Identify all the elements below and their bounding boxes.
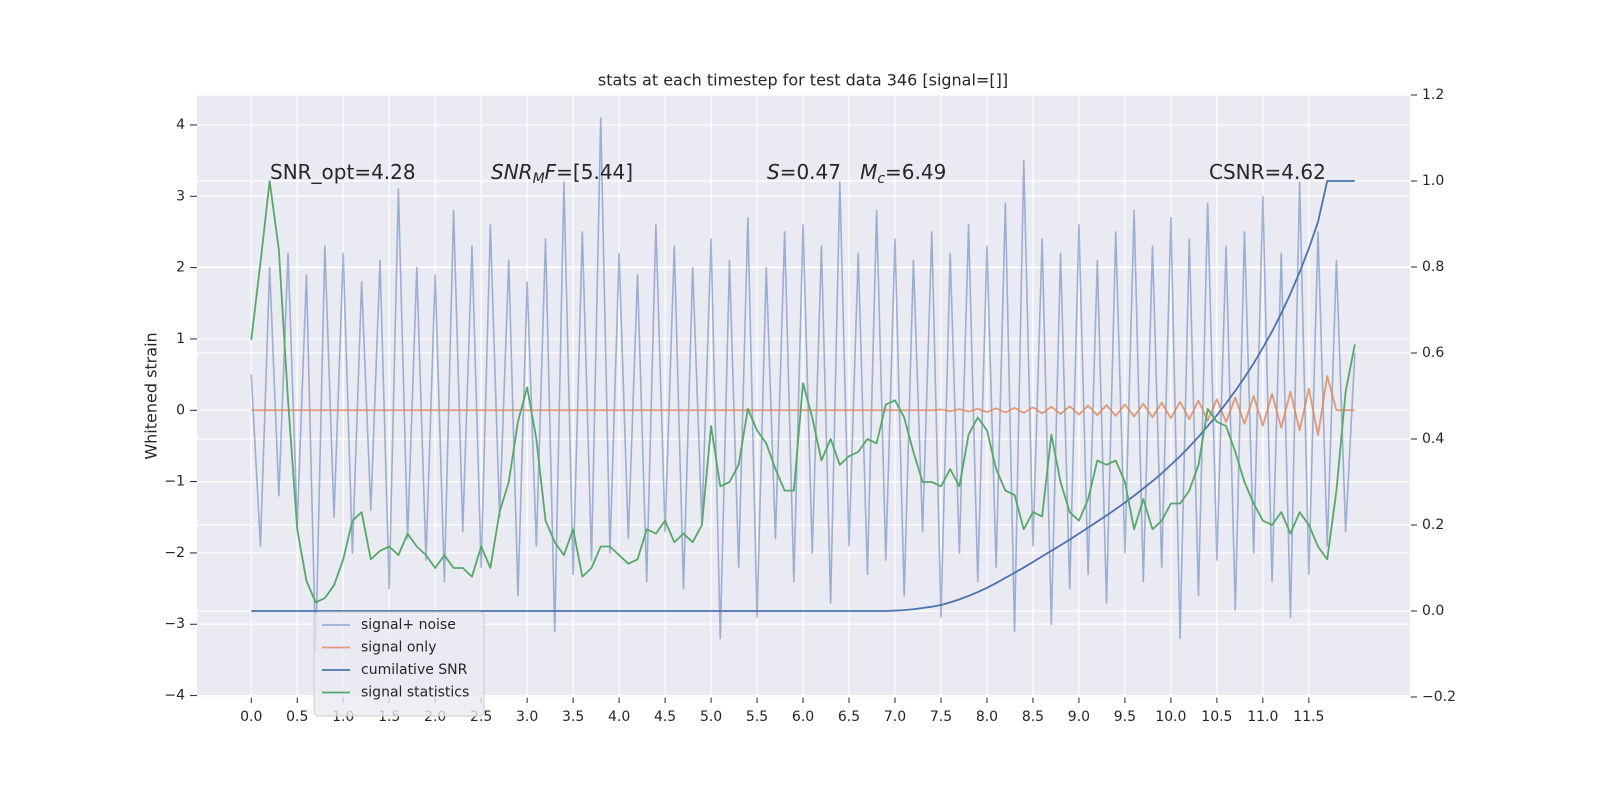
legend: signal+ noise signal only cumilative SNR si… [313, 611, 485, 717]
x-tick-label: 10.0 [1155, 709, 1186, 725]
x-tick-label: 8.5 [1022, 709, 1044, 725]
y2-tick-label: 0.0 [1422, 603, 1444, 619]
annotation-part: M [533, 171, 545, 187]
annotation: SNRMF=[5.44] [491, 160, 633, 188]
legend-label: signal statistics [361, 685, 469, 701]
y-tick-label: 0 [176, 402, 185, 418]
x-tick-label: 4.0 [608, 709, 630, 725]
legend-box [313, 611, 485, 717]
x-tick-label: 6.0 [792, 709, 814, 725]
y-tick-label: −3 [164, 616, 185, 632]
x-tick-label: 9.0 [1068, 709, 1090, 725]
x-tick-label: 4.5 [654, 709, 676, 725]
x-tick-label: 6.5 [838, 709, 860, 725]
annotation-part: =0.47 [780, 160, 860, 184]
annotation-part: =[5.44] [556, 160, 633, 184]
y-tick-label: 4 [176, 117, 185, 133]
x-tick-label: 0.5 [286, 709, 308, 725]
x-tick-label: 10.5 [1201, 709, 1232, 725]
y2-tick-label: 0.8 [1422, 259, 1444, 275]
legend-label: cumilative SNR [361, 662, 468, 678]
annotation-part: CSNR=4.62 [1209, 160, 1326, 184]
y-axis-label: Whitened strain [142, 332, 161, 459]
annotation: SNR_opt=4.28 [270, 160, 416, 184]
y2-tick-label: 0.4 [1422, 431, 1444, 447]
y2-tick-label: 1.0 [1422, 173, 1444, 189]
x-tick-label: 5.0 [700, 709, 722, 725]
x-tick-label: 3.0 [516, 709, 538, 725]
x-tick-label: 11.5 [1293, 709, 1324, 725]
y-tick-label: −2 [164, 545, 185, 561]
series-line [250, 180, 1356, 604]
annotation-part: M [860, 160, 877, 184]
y-tick-label: −4 [164, 688, 185, 704]
annotation: S=0.47 Mc=6.49 [767, 160, 946, 188]
y-tick-label: 2 [176, 260, 185, 276]
chart-title: stats at each timestep for test data 346… [598, 71, 1008, 90]
y2-tick-label: 0.2 [1422, 517, 1444, 533]
y-tick-label: −1 [164, 474, 185, 490]
x-tick-label: 5.5 [746, 709, 768, 725]
annotation-part: =6.49 [885, 160, 946, 184]
y2-tick-label: −0.2 [1422, 689, 1456, 705]
annotation-part: c [877, 171, 885, 187]
x-tick-label: 3.5 [562, 709, 584, 725]
annotation-part: SNR_opt=4.28 [270, 160, 416, 184]
y-tick-label: 1 [176, 331, 185, 347]
series-line [250, 117, 1356, 654]
x-tick-label: 7.5 [930, 709, 952, 725]
series-line [251, 180, 1355, 612]
y2-tick-label: 1.2 [1422, 87, 1444, 103]
series-line [251, 375, 1355, 437]
x-tick-label: 7.0 [884, 709, 906, 725]
x-tick-label: 9.5 [1114, 709, 1136, 725]
annotation-part: F [545, 160, 557, 184]
annotation-part: SNR [491, 160, 533, 184]
y-tick-label: 3 [176, 188, 185, 204]
x-tick-label: 0.0 [240, 709, 262, 725]
x-tick-label: 11.0 [1247, 709, 1278, 725]
legend-label: signal only [361, 640, 436, 656]
legend-label: signal+ noise [361, 617, 456, 633]
annotation-part: S [767, 160, 780, 184]
y2-tick-label: 0.6 [1422, 345, 1444, 361]
x-tick-label: 8.0 [976, 709, 998, 725]
annotation: CSNR=4.62 [1209, 160, 1326, 184]
